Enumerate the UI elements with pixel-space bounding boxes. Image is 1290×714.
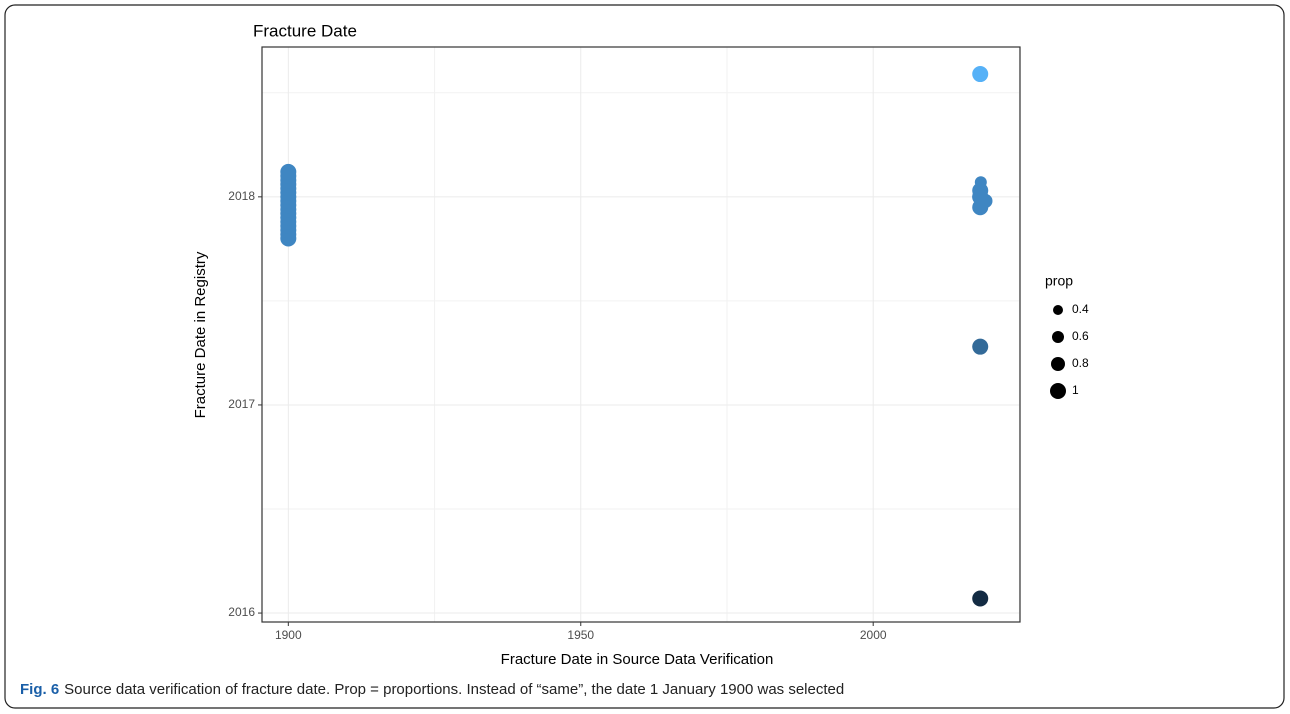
x-tick-label: 2000 [860,628,887,642]
x-tick-label: 1900 [275,628,302,642]
legend-key [1052,331,1064,343]
legend-label: 0.4 [1072,302,1089,316]
y-tick-label: 2017 [228,397,255,411]
x-tick-label: 1950 [567,628,594,642]
data-point [280,163,297,180]
legend-label: 0.6 [1072,329,1089,343]
data-point [972,188,989,205]
data-point [972,66,989,83]
panel-background [262,47,1020,622]
figure-border [4,4,1285,709]
legend-key [1051,357,1065,371]
legend-key [1050,383,1066,399]
legend-label: 1 [1072,383,1079,397]
chart-title: Fracture Date [253,21,357,40]
data-point [972,590,989,607]
data-point [972,338,989,355]
caption-text: Source data verification of fracture dat… [64,681,844,698]
y-tick-label: 2016 [228,605,255,619]
caption-label: Fig. 6 [20,681,59,698]
caption: Fig. 6 Source data verification of fractu… [20,681,844,698]
y-axis-title: Fracture Date in Registry [192,251,209,418]
legend-label: 0.8 [1072,356,1089,370]
x-axis-title: Fracture Date in Source Data Verificatio… [501,651,774,668]
legend-title: prop [1045,273,1073,289]
legend-key [1053,305,1063,315]
plot-area [262,47,1020,622]
y-tick-label: 2018 [228,189,255,203]
panel-border [261,46,1021,623]
